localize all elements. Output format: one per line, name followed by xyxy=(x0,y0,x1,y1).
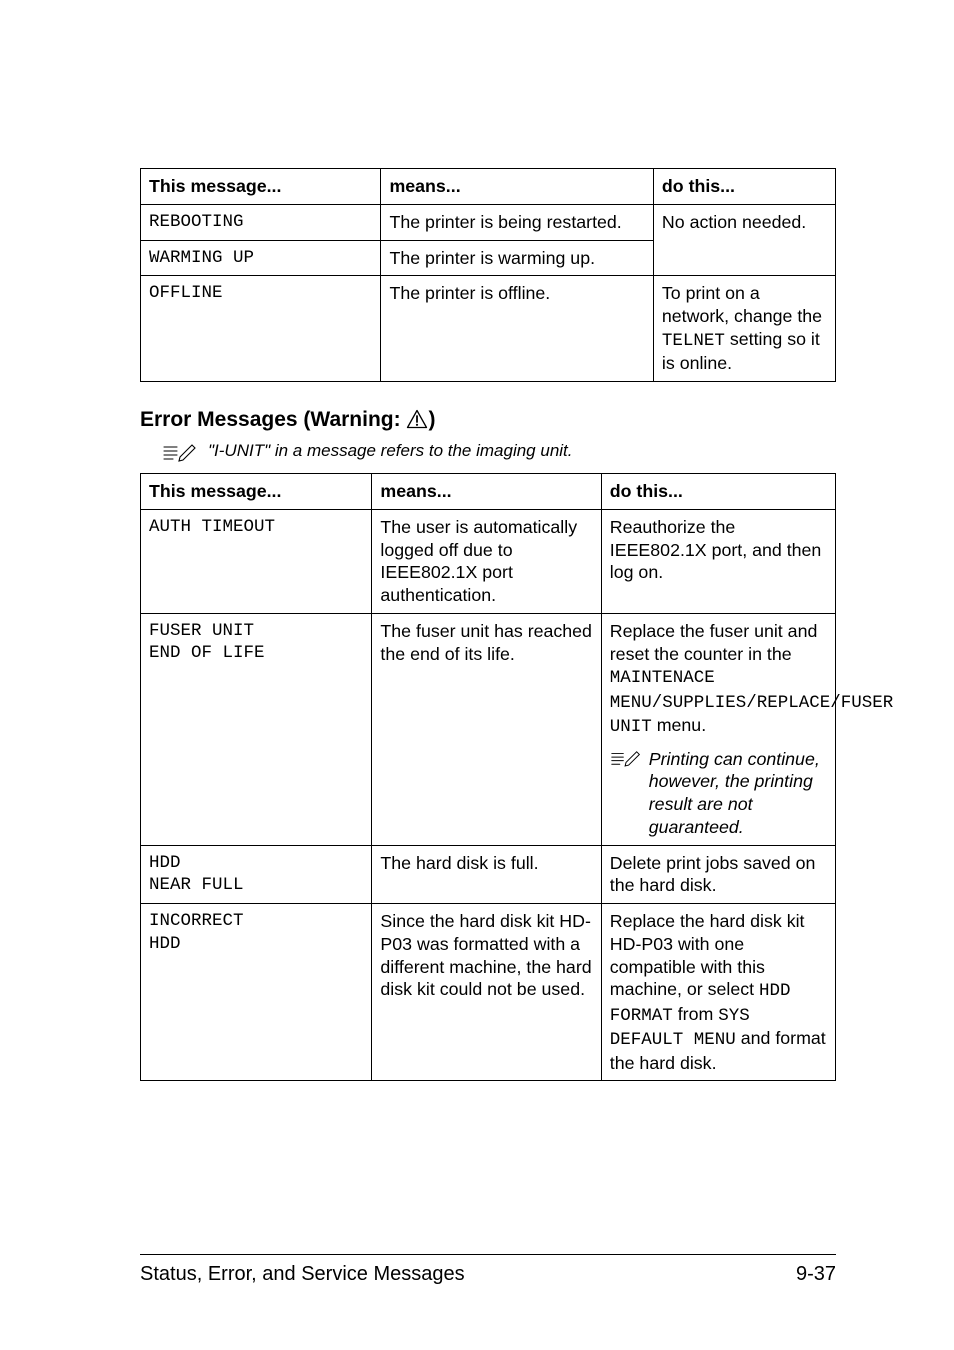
message-cell: WARMING UP xyxy=(141,240,381,276)
message-cell: HDDNEAR FULL xyxy=(141,845,372,904)
message-cell: INCORRECTHDD xyxy=(141,904,372,1081)
means-cell: Since the hard disk kit HD-P03 was forma… xyxy=(372,904,601,1081)
means-cell: The fuser unit has reached the end of it… xyxy=(372,613,601,845)
action-cell: Replace the hard disk kit HD-P03 with on… xyxy=(601,904,835,1081)
table-row: AUTH TIMEOUTThe user is automati­cally l… xyxy=(141,509,836,613)
column-header: This message... xyxy=(141,169,381,205)
column-header: This message... xyxy=(141,473,372,509)
means-cell: The hard disk is full. xyxy=(372,845,601,904)
section-heading: Error Messages (Warning: ) xyxy=(140,408,836,435)
heading-prefix: Error Messages (Warning: xyxy=(140,408,406,431)
action-cell: To print on a network, change the TELNET… xyxy=(653,276,835,382)
table-row: OFFLINEThe printer is offline.To print o… xyxy=(141,276,836,382)
action-cell: Reauthorize the IEEE802.1X port, and the… xyxy=(601,509,835,613)
page-number: 9-37 xyxy=(796,1263,836,1286)
table-row: REBOOTINGThe printer is being restarted.… xyxy=(141,204,836,240)
note-pencil-icon xyxy=(162,441,198,463)
message-cell: FUSER UNITEND OF LIFE xyxy=(141,613,372,845)
column-header: do this... xyxy=(653,169,835,205)
warning-triangle-icon xyxy=(406,409,428,435)
message-cell: OFFLINE xyxy=(141,276,381,382)
table-row: INCORRECTHDDSince the hard disk kit HD-P… xyxy=(141,904,836,1081)
means-cell: The printer is warming up. xyxy=(381,240,653,276)
status-table-continued: This message...means...do this... REBOOT… xyxy=(140,168,836,382)
column-header: means... xyxy=(381,169,653,205)
message-cell: AUTH TIMEOUT xyxy=(141,509,372,613)
means-cell: The printer is offline. xyxy=(381,276,653,382)
footer-title: Status, Error, and Service Messages xyxy=(140,1263,465,1286)
iunit-note: "I-UNIT" in a message refers to the imag… xyxy=(162,441,836,463)
action-cell: Delete print jobs saved on the hard disk… xyxy=(601,845,835,904)
heading-suffix: ) xyxy=(428,408,435,431)
page-footer: Status, Error, and Service Messages 9-37 xyxy=(140,1254,836,1286)
means-cell: The user is automati­cally logged off du… xyxy=(372,509,601,613)
action-cell: Replace the fuser unit and reset the cou… xyxy=(601,613,835,845)
note-text: "I-UNIT" in a message refers to the imag… xyxy=(208,441,573,461)
action-cell: No action needed. xyxy=(653,204,835,276)
column-header: means... xyxy=(372,473,601,509)
table-row: HDDNEAR FULLThe hard disk is full.Delete… xyxy=(141,845,836,904)
message-cell: REBOOTING xyxy=(141,204,381,240)
error-messages-table: This message...means...do this... AUTH T… xyxy=(140,473,836,1081)
column-header: do this... xyxy=(601,473,835,509)
note-pencil-icon xyxy=(610,748,642,768)
sub-note-text: Printing can continue, however, the prin… xyxy=(649,748,827,839)
table-row: FUSER UNITEND OF LIFEThe fuser unit has … xyxy=(141,613,836,845)
means-cell: The printer is being restarted. xyxy=(381,204,653,240)
